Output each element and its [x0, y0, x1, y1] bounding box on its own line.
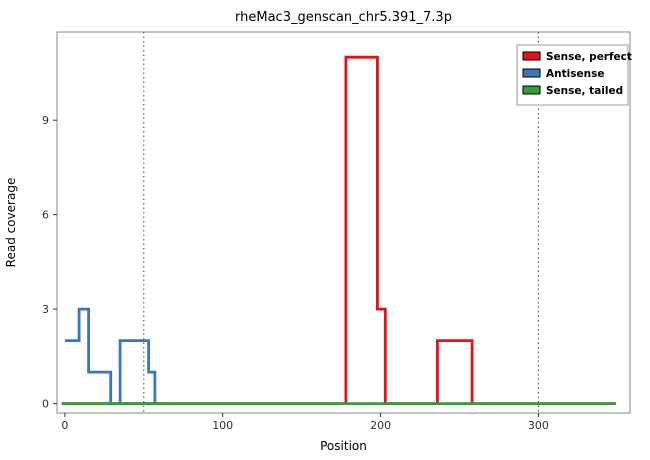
legend-key: [522, 68, 541, 78]
legend-label: Sense, perfect: [546, 51, 632, 63]
legend-entry: Sense, perfect: [522, 51, 632, 63]
legend-key: [522, 51, 541, 61]
y-axis-label: Read coverage: [4, 178, 18, 268]
legend-entry: Antisense: [522, 68, 604, 80]
x-tick-label: 0: [61, 419, 68, 432]
y-tick-label: 9: [42, 114, 49, 127]
series-sense-perfect: [61, 55, 616, 405]
y-tick-label: 6: [42, 209, 49, 222]
legend-label: Antisense: [546, 68, 604, 80]
legend: Sense, perfect Antisense Sense, tailed: [516, 44, 632, 106]
legend-label: Sense, tailed: [546, 85, 623, 97]
legend-entry: Sense, tailed: [522, 85, 623, 97]
legend-key: [522, 85, 541, 95]
y-tick-label: 3: [42, 303, 49, 316]
x-tick-label: 300: [528, 419, 549, 432]
x-tick-label: 100: [212, 419, 233, 432]
x-tick-label: 200: [370, 419, 391, 432]
x-axis-label: Position: [320, 439, 367, 453]
chart-title: rheMac3_genscan_chr5.391_7.3p: [235, 10, 452, 25]
y-tick-label: 0: [42, 398, 49, 411]
